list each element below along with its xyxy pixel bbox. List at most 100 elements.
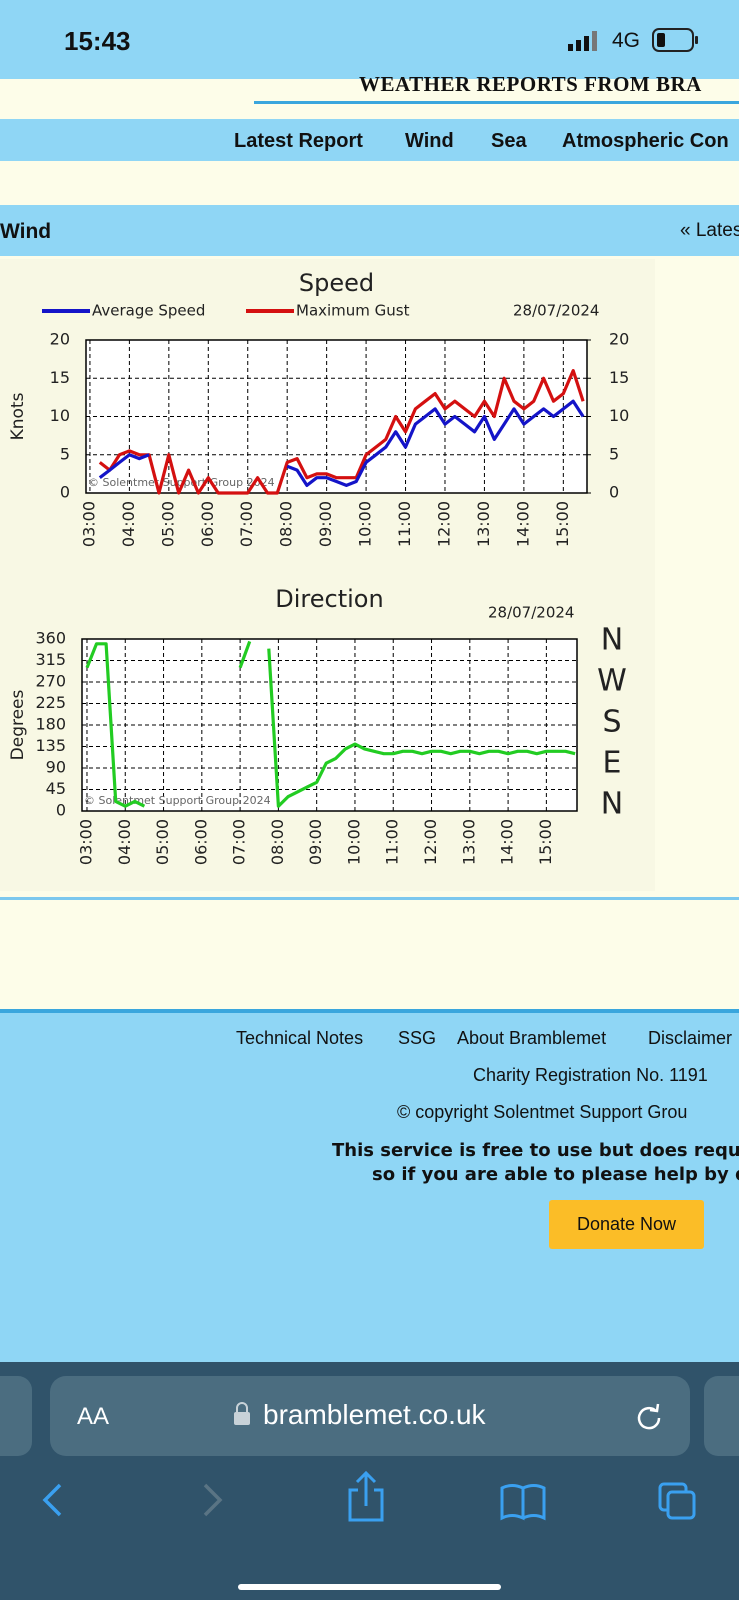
nav-link[interactable]: Sea: [491, 130, 527, 152]
x-tick-label: 06:00: [191, 819, 210, 865]
tab-preview: [704, 1376, 739, 1456]
data-line: [98, 399, 585, 487]
y-tick-label: 0: [56, 801, 66, 820]
legend-label: Maximum Gust: [296, 302, 410, 320]
data-line: [98, 369, 585, 495]
y-tick-label: 5: [60, 444, 70, 463]
chart-title: Direction: [275, 585, 383, 613]
lock-icon: [234, 1402, 250, 1425]
footer-link[interactable]: SSG: [398, 1028, 437, 1048]
site-title: WEATHER REPORTS FROM BRA: [359, 72, 702, 96]
x-tick-label: 08:00: [277, 501, 296, 547]
back-button[interactable]: [42, 1483, 62, 1517]
y-tick-label: 15: [50, 368, 70, 387]
y-axis-title: Degrees: [8, 689, 28, 760]
nav-link[interactable]: Atmospheric Con: [562, 130, 729, 152]
home-indicator: [238, 1584, 501, 1590]
notice-text: This service is free to use but does req…: [332, 1140, 739, 1161]
toolbar: [42, 1470, 696, 1590]
x-tick-label: 11:00: [395, 501, 414, 547]
title-rule: [254, 101, 739, 104]
x-tick-label: 14:00: [498, 819, 517, 865]
battery-icon: [652, 28, 698, 52]
legend-label: Average Speed: [92, 302, 205, 320]
chart-title: Speed: [299, 269, 374, 297]
bookmarks-button[interactable]: [500, 1484, 546, 1521]
x-tick-label: 05:00: [158, 501, 177, 547]
section-title: Wind: [0, 220, 52, 243]
y-axis-title: Knots: [8, 392, 28, 440]
x-tick-label: 06:00: [198, 501, 217, 547]
footer: [0, 1009, 739, 1366]
section-bar: [0, 205, 739, 256]
y-tick-label: 135: [35, 736, 66, 755]
x-tick-label: 07:00: [237, 501, 256, 547]
nav-link[interactable]: Wind: [405, 130, 454, 152]
forward-button[interactable]: [203, 1483, 223, 1517]
y2-tick-label: 20: [609, 330, 629, 349]
text-size-button[interactable]: AA: [77, 1403, 110, 1430]
donate-button[interactable]: Donate Now: [549, 1200, 704, 1249]
x-tick-label: 15:00: [553, 501, 572, 547]
x-tick-label: 03:00: [79, 501, 98, 547]
compass-label: N: [601, 787, 623, 822]
data-line: [85, 640, 576, 808]
x-tick-label: 15:00: [536, 819, 555, 865]
footer-link[interactable]: Technical Notes: [236, 1028, 364, 1048]
y-tick-label: 10: [50, 406, 70, 425]
chart-date: 28/07/2024: [513, 302, 599, 320]
url-text: bramblemet.co.uk: [263, 1399, 486, 1430]
watermark: © Solentmet Support Group 2024: [84, 794, 271, 807]
compass-label: N: [601, 623, 623, 658]
url-field[interactable]: [50, 1376, 690, 1456]
watermark: © Solentmet Support Group 2024: [88, 476, 275, 489]
x-tick-label: 09:00: [316, 501, 335, 547]
nav-link[interactable]: Latest Report: [234, 130, 363, 152]
x-tick-label: 09:00: [306, 819, 325, 865]
share-button[interactable]: [348, 1470, 384, 1522]
y-tick-label: 225: [35, 693, 66, 712]
network-label: 4G: [612, 29, 641, 52]
x-tick-label: 04:00: [115, 819, 134, 865]
footer-link[interactable]: Disclaimer: [648, 1028, 733, 1048]
y-tick-label: 270: [35, 672, 66, 691]
y-tick-label: 360: [35, 629, 66, 648]
x-tick-label: 05:00: [153, 819, 172, 865]
y-tick-label: 315: [35, 650, 66, 669]
y-tick-label: 90: [46, 758, 66, 777]
x-tick-label: 04:00: [119, 501, 138, 547]
reload-icon[interactable]: [634, 1402, 664, 1432]
y-tick-label: 0: [60, 483, 70, 502]
y-tick-label: 180: [35, 715, 66, 734]
x-tick-label: 12:00: [421, 819, 440, 865]
x-tick-label: 13:00: [459, 819, 478, 865]
y-tick-label: 20: [50, 330, 70, 349]
charity-text: Charity Registration No. 1191: [473, 1065, 708, 1085]
status-bar: [0, 0, 739, 79]
compass-label: W: [597, 664, 627, 699]
divider: [0, 897, 739, 900]
x-tick-label: 03:00: [76, 819, 95, 865]
footer-link[interactable]: About Bramblemet: [457, 1028, 607, 1048]
y2-tick-label: 0: [609, 483, 619, 502]
plot-area: [85, 339, 588, 494]
chart-date: 28/07/2024: [488, 604, 574, 622]
section-link[interactable]: « Lates: [680, 220, 739, 241]
tabs-button[interactable]: [658, 1482, 696, 1520]
x-tick-label: 11:00: [383, 819, 402, 865]
x-tick-label: 08:00: [268, 819, 287, 865]
x-tick-label: 10:00: [344, 819, 363, 865]
signal-icon: [568, 31, 597, 51]
x-tick-label: 13:00: [474, 501, 493, 547]
compass-label: S: [602, 705, 621, 740]
x-tick-label: 14:00: [513, 501, 532, 547]
notice-text: so if you are able to please help by d: [372, 1164, 739, 1185]
nav-bar: [0, 119, 739, 161]
charts: Speed 28/07/2024 Knots 03:00 04:00 05:00 06:00…: [8, 269, 629, 865]
x-tick-label: 10:00: [356, 501, 375, 547]
y2-tick-label: 15: [609, 368, 629, 387]
y-tick-label: 45: [46, 779, 66, 798]
x-tick-label: 12:00: [434, 501, 453, 547]
y2-tick-label: 10: [609, 406, 629, 425]
